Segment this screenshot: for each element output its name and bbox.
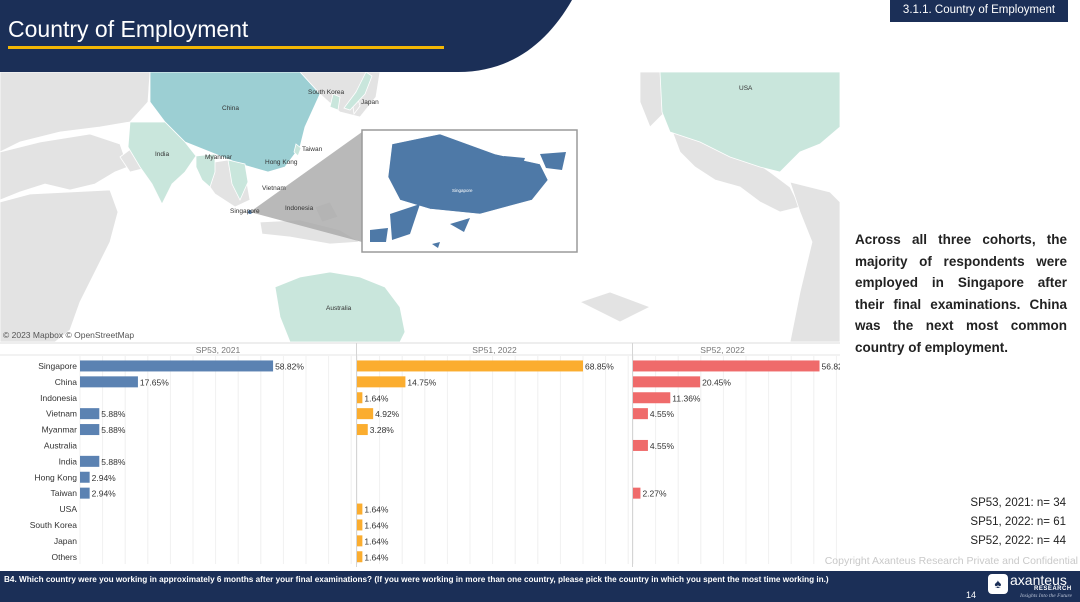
map-label-vietnam: Vietnam <box>262 185 286 192</box>
company-logo: ♠ axanteus RESEARCH Insights Into the Fu… <box>986 572 1078 601</box>
map-label-usa: USA <box>739 85 753 92</box>
series-header: SP52, 2022 <box>700 345 745 355</box>
bar <box>357 408 374 420</box>
sample-size-sp51: SP51, 2022: n= 61 <box>970 516 1066 528</box>
category-label: Others <box>51 552 77 562</box>
category-label: Indonesia <box>40 393 77 403</box>
survey-question: B4. Which country were you working in ap… <box>4 575 829 584</box>
bar-value-label: 58.82% <box>275 361 304 371</box>
map-label-australia: Australia <box>326 305 352 312</box>
world-map: © 2023 Mapbox © OpenStreetMap China South… <box>0 72 840 342</box>
bar <box>633 439 648 451</box>
map-label-india: India <box>155 151 169 158</box>
bar-value-label: 4.55% <box>650 409 675 419</box>
logo-name: axanteus <box>1010 572 1067 588</box>
bar <box>80 376 138 388</box>
header-banner <box>0 0 572 72</box>
bar <box>357 519 363 531</box>
bar-value-label: 17.65% <box>140 377 169 387</box>
footer-bar: B4. Which country were you working in ap… <box>0 571 1080 602</box>
map-label-china: China <box>222 105 239 112</box>
bar <box>80 360 274 372</box>
bar <box>357 535 363 547</box>
map-label-myanmar: Myanmar <box>205 154 233 161</box>
bar-value-label: 4.55% <box>650 441 675 451</box>
category-label: USA <box>60 504 78 514</box>
bar <box>357 392 363 404</box>
bar-value-label: 68.85% <box>585 361 614 371</box>
bar <box>80 471 90 483</box>
inset-label: Singapore <box>452 188 473 193</box>
logo-subtitle: RESEARCH <box>1034 586 1072 592</box>
bar-value-label: 1.64% <box>364 505 389 515</box>
bar <box>633 376 701 388</box>
bar-value-label: 20.45% <box>702 377 731 387</box>
bar <box>357 551 363 563</box>
page-number: 14 <box>966 590 977 600</box>
bar <box>357 360 583 372</box>
category-label: Vietnam <box>46 409 77 419</box>
series-header: SP53, 2021 <box>196 345 241 355</box>
category-label: Myanmar <box>42 425 78 435</box>
summary-text: Across all three cohorts, the majority o… <box>855 232 1067 355</box>
map-label-taiwan: Taiwan <box>302 146 323 153</box>
bar <box>80 455 100 467</box>
sample-size-sp53: SP53, 2021: n= 34 <box>970 497 1066 509</box>
bar <box>80 408 100 420</box>
bar-value-label: 14.75% <box>407 377 436 387</box>
bar <box>633 487 641 499</box>
bar <box>357 503 363 515</box>
section-tag: 3.1.1. Country of Employment <box>890 0 1068 22</box>
logo-icon: ♠ <box>988 574 1008 594</box>
bar <box>80 424 100 436</box>
bar-value-label: 2.27% <box>642 489 667 499</box>
bar-value-label: 5.88% <box>101 409 126 419</box>
bar-value-label: 56.82% <box>822 361 840 371</box>
category-label: South Korea <box>30 520 78 530</box>
bar-value-label: 5.88% <box>101 457 126 467</box>
series-header: SP51, 2022 <box>472 345 517 355</box>
bar <box>357 424 368 436</box>
bar <box>633 360 820 372</box>
bar-value-label: 5.88% <box>101 425 126 435</box>
bar <box>633 392 671 404</box>
logo-tagline: Insights Into the Future <box>1020 593 1072 599</box>
bar <box>80 487 90 499</box>
bar-value-label: 1.64% <box>364 552 389 562</box>
page-title: Country of Employment <box>8 16 249 42</box>
category-label: Singapore <box>38 361 77 371</box>
bar-value-label: 3.28% <box>370 425 395 435</box>
sample-size-sp52: SP52, 2022: n= 44 <box>970 535 1066 547</box>
category-label: Australia <box>44 440 77 450</box>
bar-value-label: 1.64% <box>364 393 389 403</box>
bar-value-label: 11.36% <box>672 393 701 403</box>
map-label-hong-kong: Hong Kong <box>265 159 298 166</box>
bar <box>633 408 648 420</box>
map-attribution: © 2023 Mapbox © OpenStreetMap <box>3 330 134 340</box>
country-bar-chart: Singapore China Indonesia Vietnam Myanmar Aus… <box>0 342 840 567</box>
bar-value-label: 4.92% <box>375 409 400 419</box>
map-label-south-korea: South Korea <box>308 89 345 96</box>
category-label: Hong Kong <box>34 472 77 482</box>
category-label: Taiwan <box>51 488 78 498</box>
category-label: Japan <box>54 536 77 546</box>
map-label-indonesia: Indonesia <box>285 205 314 212</box>
bar-value-label: 2.94% <box>92 473 117 483</box>
bar <box>357 376 406 388</box>
category-label: India <box>59 456 78 466</box>
copyright-watermark: Copyright Axanteus Research Private and … <box>824 555 1078 567</box>
category-label: China <box>55 377 77 387</box>
bar-value-label: 2.94% <box>92 489 117 499</box>
map-label-japan: Japan <box>361 99 379 106</box>
bar-value-label: 1.64% <box>364 536 389 546</box>
bar-value-label: 1.64% <box>364 520 389 530</box>
map-label-singapore: Singapore <box>230 208 260 215</box>
